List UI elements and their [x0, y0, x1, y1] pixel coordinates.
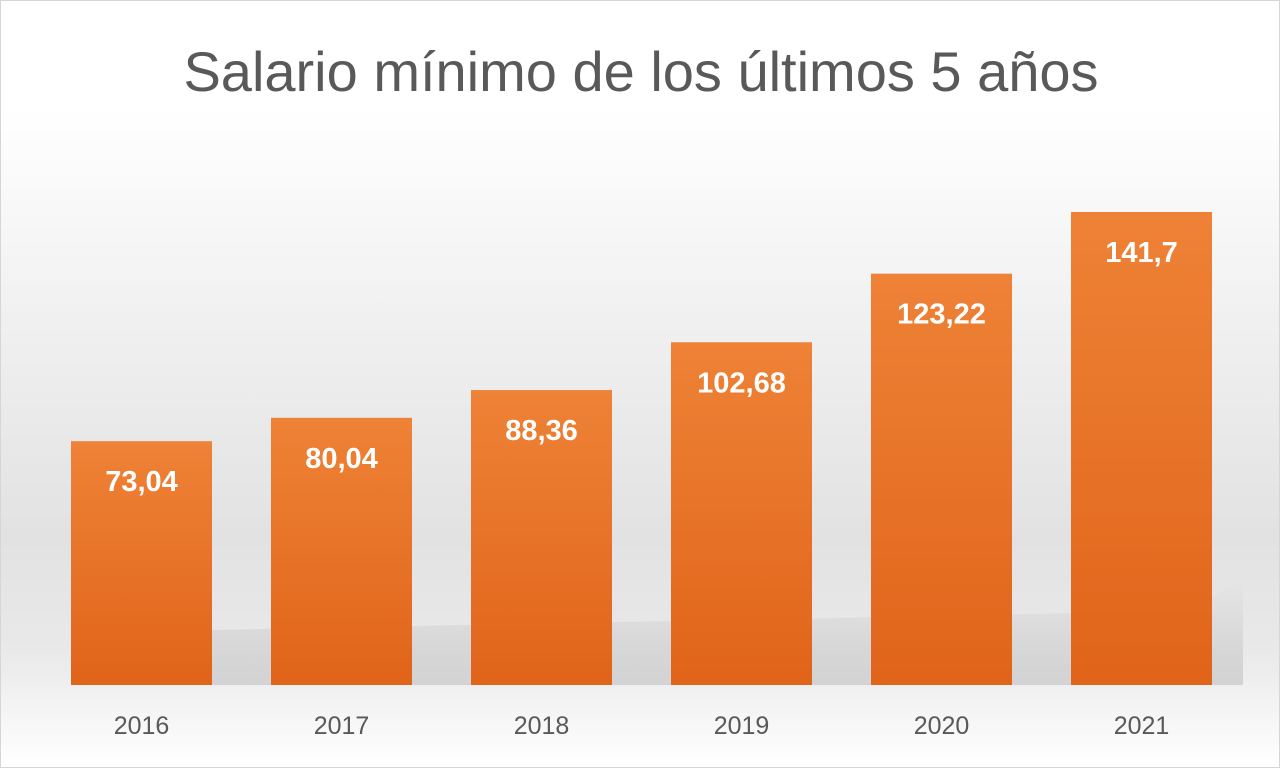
data-label-2018: 88,36 [505, 415, 578, 447]
bar-2021 [1071, 212, 1212, 685]
x-tick-label-2021: 2021 [1114, 712, 1170, 740]
bar-2020 [871, 273, 1012, 685]
x-tick-label-2017: 2017 [314, 712, 370, 740]
bar-2019 [671, 342, 812, 685]
x-tick-label-2018: 2018 [514, 712, 570, 740]
bar-2017 [271, 417, 412, 685]
data-label-2016: 73,04 [105, 466, 178, 498]
data-label-2020: 123,22 [897, 299, 986, 331]
data-label-2017: 80,04 [305, 443, 378, 475]
x-tick-label-2019: 2019 [714, 712, 770, 740]
bar-2018 [471, 390, 612, 685]
chart-title: Salario mínimo de los últimos 5 años [183, 40, 1099, 103]
x-tick-label-2020: 2020 [914, 712, 970, 740]
floor-shadow [71, 581, 1243, 685]
x-axis-ticks: 2016 2017 2018 2019 2020 2021 [114, 712, 1170, 740]
x-tick-label-2016: 2016 [114, 712, 170, 740]
labels-layer: 73,04 80,04 88,36 102,68 123,22 141,7 [105, 237, 1178, 498]
data-label-2019: 102,68 [697, 367, 786, 399]
bar-2016 [71, 441, 212, 685]
data-label-2021: 141,7 [1105, 237, 1178, 269]
bars-layer [71, 212, 1212, 685]
